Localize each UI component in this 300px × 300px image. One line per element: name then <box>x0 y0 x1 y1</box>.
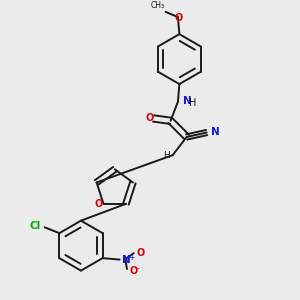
Text: O: O <box>146 113 154 123</box>
Text: O: O <box>94 200 102 209</box>
Text: O: O <box>136 248 144 258</box>
Text: ⁻: ⁻ <box>134 266 140 276</box>
Text: N: N <box>183 96 191 106</box>
Text: Cl: Cl <box>30 221 41 231</box>
Text: +: + <box>128 253 134 262</box>
Text: H: H <box>163 151 169 160</box>
Text: O: O <box>175 13 183 23</box>
Text: H: H <box>189 98 196 108</box>
Text: O: O <box>129 266 138 276</box>
Text: CH₃: CH₃ <box>151 1 165 10</box>
Text: N: N <box>122 255 131 265</box>
Text: N: N <box>211 127 220 137</box>
